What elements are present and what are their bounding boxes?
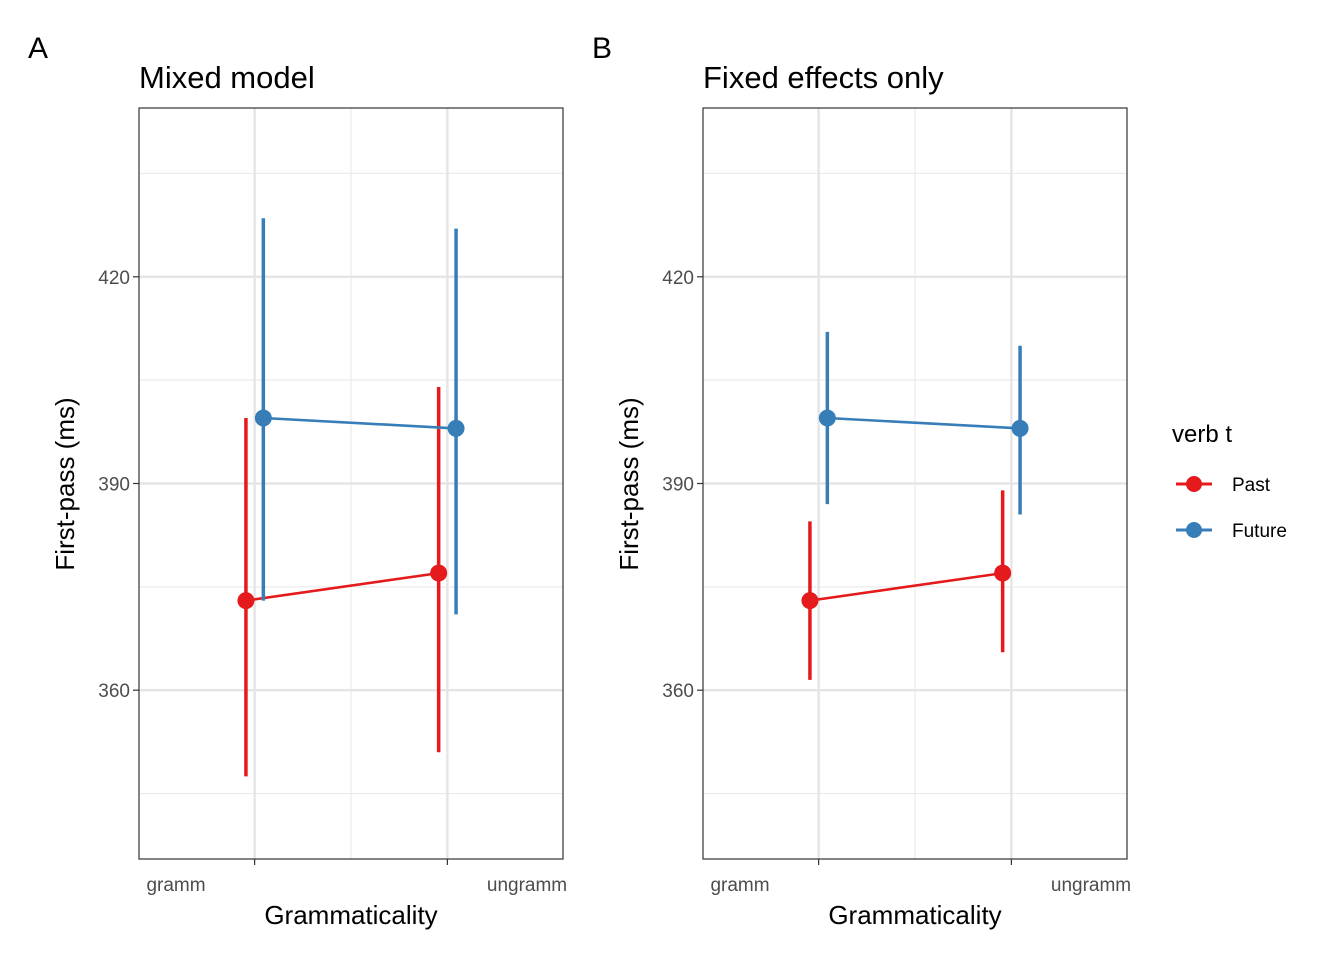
legend-key-point-future [1186,522,1202,538]
panel-a-y-axis-title: First-pass (ms) [50,397,80,570]
panel-b-series-line-future [827,416,1021,430]
panel-b-ytick-label-420: 420 [662,268,694,289]
panel-a-point-future-ungramm [447,419,465,437]
panel-a: A Mixed model 360 390 420 gramm ungramm Gr… [28,32,567,930]
legend-item-past: Past [1176,475,1271,496]
panel-a-ytick-label-420: 420 [98,268,130,289]
panel-a-ytick-label-360: 360 [98,681,130,702]
panel-a-point-past-ungramm [430,564,448,582]
panel-a-title: Mixed model [139,60,315,95]
legend-label-future: Future [1232,521,1287,542]
panel-b-xtick-gramm: gramm [710,875,769,896]
panel-b-tag: B [592,32,612,65]
panel-a-point-past-gramm [237,592,255,610]
legend: verb t Past Future [1172,421,1287,542]
panel-b-xtick-ungramm: ungramm [1051,875,1131,896]
panel-a-xtick-gramm: gramm [146,875,205,896]
legend-title: verb t [1172,421,1232,448]
legend-label-past: Past [1232,475,1271,496]
panel-b-point-future-ungramm [1011,419,1029,437]
panel-a-x-axis-title: Grammaticality [264,900,437,930]
panel-a-plot: 360 390 420 [98,107,564,865]
panel-a-ytick-label-390: 390 [98,475,130,496]
panel-b-title: Fixed effects only [703,60,944,95]
legend-item-future: Future [1176,521,1287,542]
panel-b-x-axis-title: Grammaticality [828,900,1001,930]
panel-a-series-line-past [245,571,439,602]
panel-b-point-future-gramm [818,409,836,427]
panel-b-plot: 360 390 420 [662,107,1128,865]
panel-b: B Fixed effects only 360 390 420 gramm ung… [592,32,1131,930]
panel-b-point-past-gramm [801,592,819,610]
legend-key-point-past [1186,476,1202,492]
panel-b-y-axis-title: First-pass (ms) [614,397,644,570]
panel-a-xtick-ungramm: ungramm [487,875,567,896]
panel-b-ytick-label-360: 360 [662,681,694,702]
panel-a-series-line-future [263,416,457,430]
panel-a-tag: A [28,32,48,65]
panel-b-ytick-label-390: 390 [662,475,694,496]
panel-a-point-future-gramm [254,409,272,427]
panel-b-point-past-ungramm [994,564,1012,582]
panel-b-series-line-past [809,571,1003,602]
